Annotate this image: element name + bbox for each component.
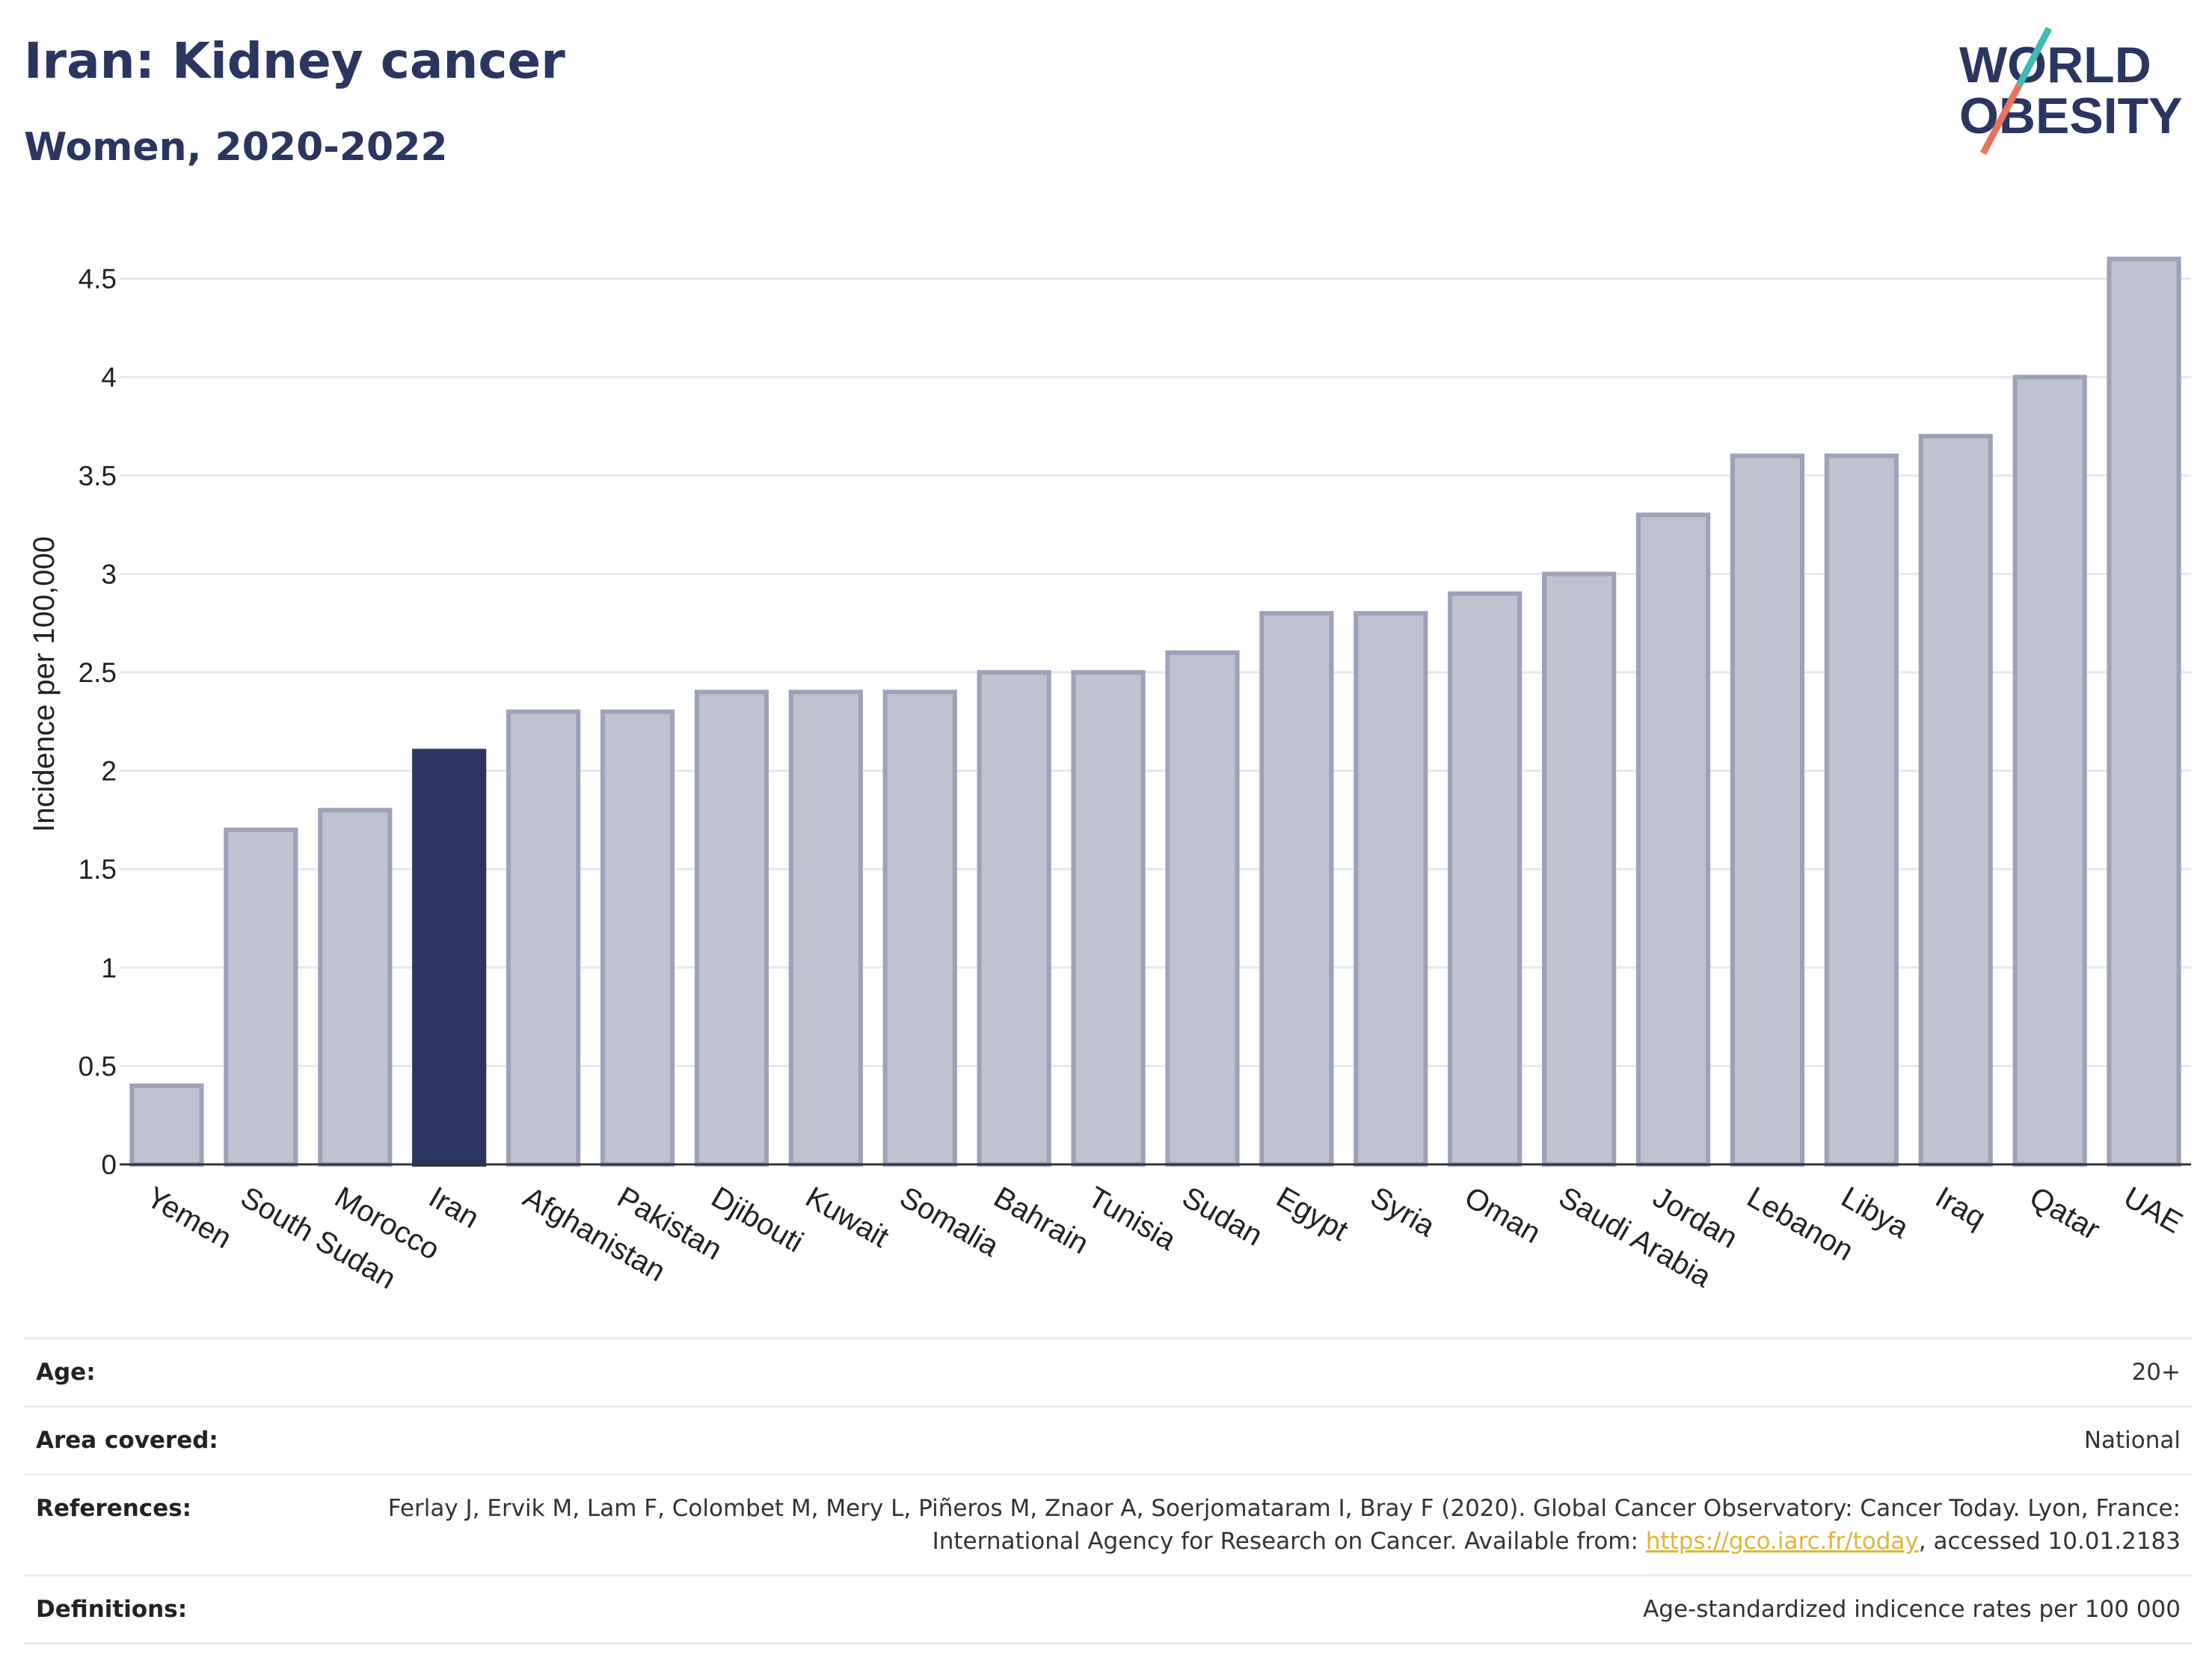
- x-tick-label: Kuwait: [800, 1181, 894, 1254]
- reference-text: Ferlay J, Ervik M, Lam F, Colombet M, Me…: [387, 1495, 2181, 1556]
- bar: [2012, 375, 2087, 1167]
- info-label: Age:: [36, 1359, 96, 1386]
- y-tick-label: 4.5: [79, 264, 117, 295]
- x-tick-label: Iran: [423, 1181, 485, 1235]
- info-row-definitions: Definitions: Age-standardized indicence …: [24, 1575, 2193, 1644]
- bar: [1071, 670, 1146, 1167]
- bar: [506, 709, 581, 1167]
- world-obesity-logo: WORLD OBESITY: [1959, 26, 2183, 156]
- info-row-references: References: Ferlay J, Ervik M, Lam F, Co…: [24, 1474, 2193, 1576]
- bar: [1635, 512, 1711, 1167]
- bar: [224, 827, 298, 1167]
- bars: [129, 257, 2181, 1167]
- x-tick-label: Qatar: [2024, 1181, 2106, 1247]
- y-tick-label: 1.5: [79, 854, 117, 885]
- logo-line-world: WORLD: [1959, 37, 2151, 93]
- bar: [1542, 571, 1617, 1167]
- reference-accessed: , accessed 10.01.2183: [1918, 1528, 2181, 1556]
- x-tick-label: UAE: [2119, 1181, 2188, 1240]
- x-tick-label: Iraq: [1930, 1181, 1991, 1235]
- info-row-area: Area covered: National: [24, 1406, 2193, 1475]
- bar: [977, 670, 1051, 1167]
- bar-highlighted: [412, 749, 487, 1167]
- info-row-age: Age: 20+: [24, 1338, 2193, 1407]
- info-value: Age-standardized indicence rates per 100…: [1643, 1596, 2181, 1624]
- bar: [882, 690, 957, 1167]
- info-label: References:: [36, 1495, 192, 1523]
- bar: [1259, 611, 1334, 1167]
- logo-slash-coral: [1980, 83, 2022, 156]
- chart-title: Iran: Kidney cancer: [24, 32, 565, 90]
- x-tick-label: Bahrain: [989, 1181, 1094, 1261]
- logo-slash-teal: [2016, 26, 2052, 87]
- y-tick-label: 2: [101, 756, 117, 787]
- info-value-references: Ferlay J, Ervik M, Lam F, Colombet M, Me…: [317, 1475, 2193, 1576]
- info-value: National: [2083, 1427, 2181, 1455]
- info-label: Area covered:: [36, 1427, 218, 1455]
- x-tick-label: Sudan: [1176, 1181, 1268, 1253]
- info-table: Age: 20+ Area covered: National Referenc…: [24, 1337, 2193, 1645]
- bar: [1165, 650, 1240, 1167]
- bar: [129, 1083, 204, 1167]
- x-tick-label: Tunisia: [1083, 1181, 1182, 1257]
- bar: [1730, 453, 1804, 1167]
- bar: [600, 709, 675, 1167]
- x-tick-label: Syria: [1365, 1181, 1441, 1244]
- x-tick-label: Lebanon: [1742, 1181, 1859, 1268]
- x-tick-label: Egypt: [1271, 1181, 1354, 1247]
- y-tick-label: 4: [101, 362, 117, 393]
- y-tick-label: 3: [101, 559, 117, 589]
- bar: [1448, 591, 1523, 1167]
- y-tick-label: 2.5: [79, 657, 117, 688]
- bar: [1354, 611, 1428, 1167]
- y-axis-label: Incidence per 100,000: [28, 536, 61, 832]
- bar: [318, 808, 393, 1167]
- bar: [2107, 257, 2181, 1167]
- bar: [788, 690, 863, 1167]
- chart-subtitle: Women, 2020-2022: [24, 125, 448, 170]
- y-tick-labels: 0 0.5 1 1.5 2 2.5 3 3.5 4 4.5: [79, 264, 117, 1180]
- y-tick-label: 1: [101, 953, 117, 983]
- y-tick-label: 0.5: [79, 1051, 117, 1081]
- x-tick-label: Yemen: [141, 1181, 237, 1256]
- bar: [1918, 434, 1993, 1167]
- info-value: 20+: [2131, 1359, 2181, 1386]
- info-label: Definitions:: [36, 1596, 188, 1624]
- bar: [694, 690, 769, 1167]
- y-tick-label: 3.5: [79, 461, 117, 491]
- bar: [1824, 453, 1899, 1167]
- y-tick-label: 0: [101, 1149, 117, 1180]
- reference-link[interactable]: https://gco.iarc.fr/today: [1645, 1528, 1919, 1556]
- x-tick-label: Somalia: [894, 1181, 1005, 1264]
- x-tick-label: Oman: [1459, 1181, 1546, 1250]
